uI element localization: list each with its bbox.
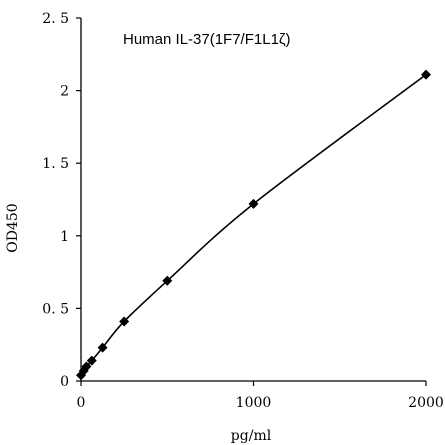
x-tick-label: 0: [77, 395, 86, 411]
data-point-marker: [81, 361, 92, 372]
y-tick-label: 1: [60, 229, 69, 245]
x-ticks: 0 1000 2000: [77, 381, 444, 411]
y-tick-label: 2: [60, 84, 69, 100]
y-tick-label: 0. 5: [42, 301, 69, 317]
y-ticks: 0 0. 5 1 1. 5 2 2. 5: [42, 11, 81, 390]
x-tick-label: 2000: [408, 395, 444, 411]
data-point-marker: [86, 355, 97, 366]
y-tick-label: 0: [60, 374, 69, 390]
y-tick-label: 2. 5: [42, 11, 69, 27]
fitted-curve-group: [80, 73, 427, 376]
y-tick-label: 1. 5: [42, 156, 69, 172]
data-point-marker: [248, 198, 259, 209]
data-point-marker: [119, 316, 130, 327]
y-axis-title: OD450: [5, 203, 21, 252]
x-axis-title: pg/ml: [231, 428, 272, 444]
data-point-marker: [97, 342, 108, 353]
data-point-marker: [421, 69, 431, 80]
data-point-marker: [162, 275, 173, 286]
chart-title: Human IL-37(1F7/F1L1ζ): [123, 31, 291, 48]
fitted-curve: [80, 73, 427, 376]
x-tick-label: 1000: [236, 395, 272, 411]
data-points: [76, 69, 431, 381]
